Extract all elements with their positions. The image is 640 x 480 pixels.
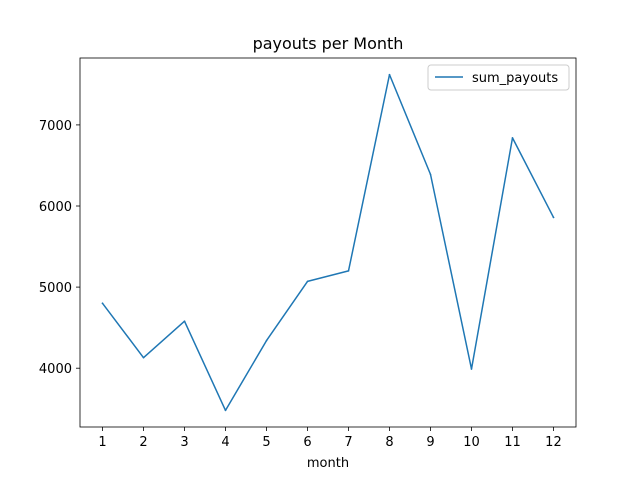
legend-label: sum_payouts (472, 71, 558, 86)
x-tick-label: 6 (303, 435, 311, 450)
series-line-sum_payouts (101, 73, 555, 412)
data-point (470, 368, 473, 370)
plot-area (80, 58, 576, 427)
data-point (224, 409, 227, 412)
data-point (101, 302, 104, 305)
x-tick-label: 4 (221, 435, 229, 450)
data-point (429, 173, 432, 176)
data-point (183, 320, 186, 322)
x-tick-label: 11 (504, 435, 521, 450)
y-axis: 4000 5000 6000 7000 (39, 119, 80, 377)
x-tick-label: 2 (139, 435, 147, 450)
data-point (552, 216, 555, 219)
data-point (306, 280, 309, 283)
x-tick-label: 10 (463, 435, 480, 450)
y-tick-label: 5000 (39, 281, 72, 296)
x-tick-label: 9 (426, 435, 434, 450)
x-tick-label: 12 (545, 435, 562, 450)
x-tick-label: 7 (344, 435, 352, 450)
data-point (388, 73, 391, 76)
y-tick-label: 7000 (39, 119, 72, 134)
legend: sum_payouts (427, 64, 570, 91)
chart-title: payouts per Month (253, 34, 404, 53)
plot-frame (79, 57, 577, 428)
data-point (265, 339, 268, 342)
x-axis-title: month (307, 456, 349, 471)
x-axis: 1 2 3 4 5 6 7 8 9 10 11 12 (98, 427, 562, 450)
series-layer (101, 73, 555, 412)
legend-box (427, 64, 570, 91)
data-point (511, 137, 514, 139)
x-tick-label: 3 (180, 435, 188, 450)
x-tick-label: 8 (385, 435, 393, 450)
y-tick-label: 4000 (39, 362, 72, 377)
x-tick-label: 5 (262, 435, 270, 450)
data-point (142, 356, 145, 359)
x-tick-label: 1 (98, 435, 106, 450)
y-tick-label: 6000 (39, 200, 72, 215)
data-point (347, 270, 350, 272)
